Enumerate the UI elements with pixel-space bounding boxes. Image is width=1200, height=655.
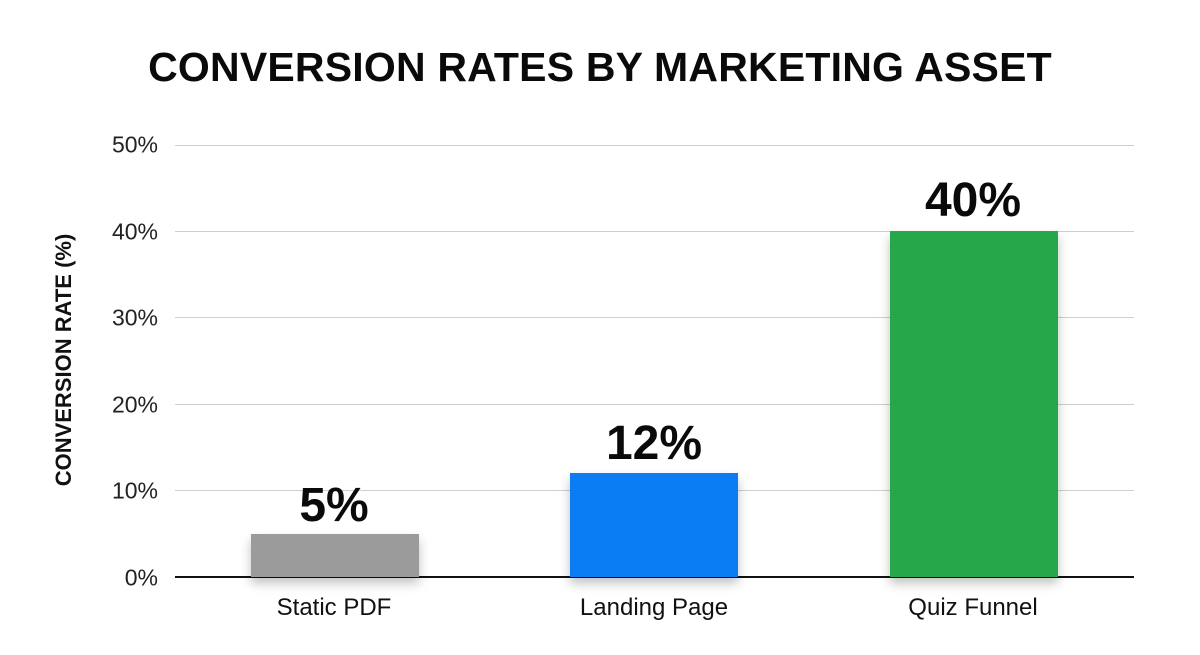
gridline-20 — [175, 404, 1134, 405]
y-tick-40: 40% — [111, 218, 158, 245]
x-tick-static-pdf: Static PDF — [276, 594, 392, 621]
value-label-quiz-funnel: 40% — [924, 174, 1022, 227]
y-axis-label: CONVERSION RATE (%) — [51, 233, 76, 487]
x-tick-quiz-funnel: Quiz Funnel — [908, 594, 1038, 621]
chart-title: CONVERSION RATES BY MARKETING ASSET — [148, 44, 1052, 90]
y-tick-50: 50% — [111, 131, 158, 158]
value-label-static-pdf: 5% — [299, 479, 369, 532]
gridline-40 — [175, 231, 1134, 232]
x-axis-line — [175, 576, 1134, 578]
gridline-50 — [175, 145, 1134, 146]
bar-static-pdf — [251, 534, 419, 577]
y-tick-30: 30% — [111, 304, 158, 331]
y-tick-0: 0% — [124, 564, 158, 591]
y-tick-10: 10% — [111, 477, 158, 504]
bar-landing-page — [570, 473, 738, 577]
x-tick-landing-page: Landing Page — [579, 594, 729, 621]
plot-area — [175, 145, 1134, 578]
y-tick-20: 20% — [111, 391, 158, 418]
value-label-landing-page: 12% — [605, 417, 703, 470]
bar-quiz-funnel — [890, 231, 1058, 577]
gridline-30 — [175, 317, 1134, 318]
